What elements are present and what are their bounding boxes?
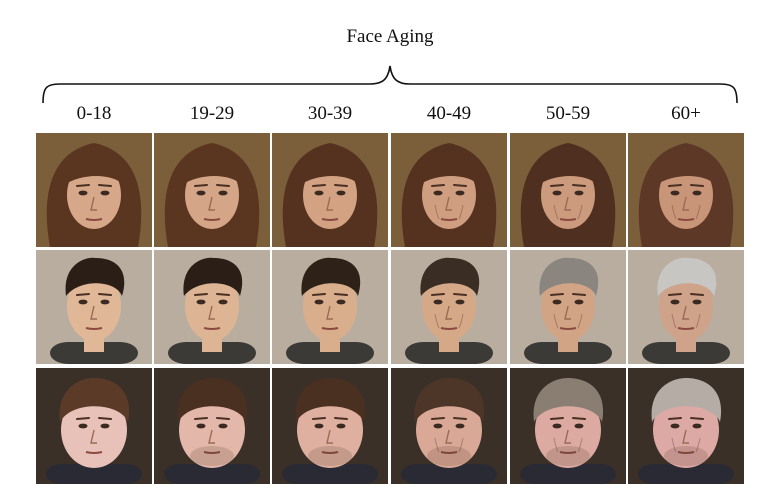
face-photo-row3-50-59 xyxy=(510,368,626,484)
age-label-6: 60+ xyxy=(671,103,701,124)
face-photo-row1-0-18 xyxy=(36,133,152,247)
age-range-brace xyxy=(42,65,738,104)
face-photo-row2-30-39 xyxy=(272,250,388,364)
face-photo-row3-60+ xyxy=(628,368,744,484)
face-photo-row1-19-29 xyxy=(154,133,270,247)
age-label-3: 30-39 xyxy=(307,103,353,124)
face-photo-row2-60+ xyxy=(628,250,744,364)
face-photo-row2-0-18 xyxy=(36,250,152,364)
face-photo-row3-19-29 xyxy=(154,368,270,484)
age-label-4: 40-49 xyxy=(426,103,472,124)
face-photo-row2-40-49 xyxy=(391,250,507,364)
age-label-2: 19-29 xyxy=(189,103,235,124)
face-photo-row3-30-39 xyxy=(272,368,388,484)
face-photo-row3-0-18 xyxy=(36,368,152,484)
age-label-1: 0-18 xyxy=(76,103,112,124)
face-photo-row1-40-49 xyxy=(391,133,507,247)
figure-title: Face Aging xyxy=(346,26,434,47)
face-photo-row1-60+ xyxy=(628,133,744,247)
age-label-5: 50-59 xyxy=(545,103,591,124)
face-photo-row2-50-59 xyxy=(510,250,626,364)
face-photo-row1-30-39 xyxy=(272,133,388,247)
face-photo-row2-19-29 xyxy=(154,250,270,364)
face-photo-row1-50-59 xyxy=(510,133,626,247)
face-photo-row3-40-49 xyxy=(391,368,507,484)
